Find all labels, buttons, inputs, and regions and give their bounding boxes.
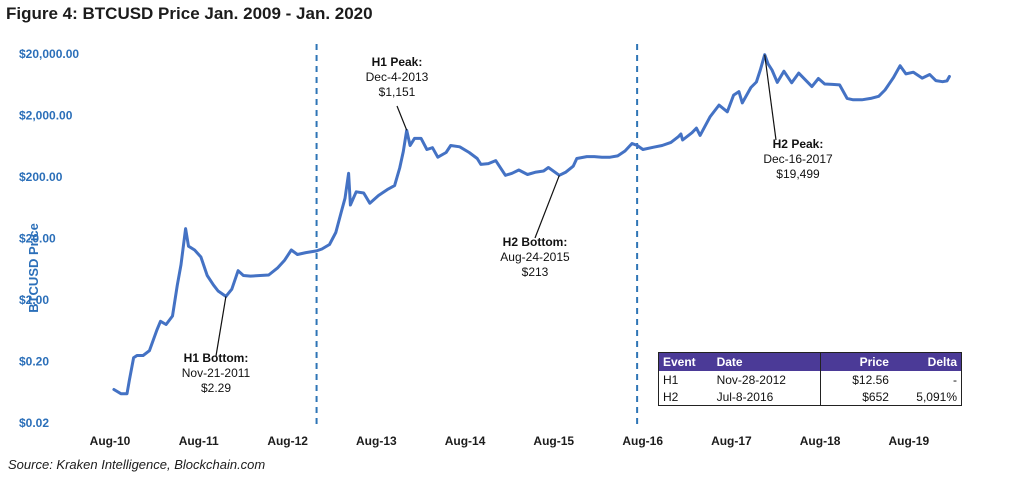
annotation-heading: H1 Bottom: — [184, 351, 249, 365]
y-tick-label: $200.00 — [19, 170, 63, 184]
x-tick-label: Aug-17 — [711, 434, 752, 448]
annotations: H1 Bottom:Nov-21-2011$2.29 H1 Peak:Dec-4-… — [182, 54, 833, 395]
annotation-date: Nov-21-2011 — [182, 366, 251, 380]
annotation-date: Aug-24-2015 — [500, 250, 570, 264]
halving-table: Event Date Price Delta H1 Nov-28-2012 $1… — [658, 352, 962, 406]
table-row: H2 Jul-8-2016 $652 5,091% — [659, 388, 962, 406]
table-cell-delta: - — [953, 372, 957, 387]
x-tick-label: Aug-10 — [90, 434, 131, 448]
y-axis-ticks: $0.02 $0.20 $2.00 $20.00 $200.00 $2,000.00 $20… — [19, 47, 79, 430]
annotation-heading: H2 Bottom: — [503, 235, 568, 249]
table-cell-event: H1 — [663, 372, 679, 387]
x-tick-label: Aug-11 — [179, 434, 219, 448]
annotation-heading: H2 Peak: — [773, 137, 824, 151]
y-tick-label: $2.00 — [19, 293, 49, 307]
annotation-value: $213 — [522, 265, 549, 279]
table-header-row: Event Date Price Delta — [658, 352, 962, 371]
table-cell-delta: 5,091% — [916, 389, 957, 404]
table-cell-event: H2 — [663, 389, 679, 404]
halving-lines — [315, 44, 639, 426]
y-tick-label: $0.02 — [19, 416, 49, 430]
x-tick-label: Aug-13 — [356, 434, 397, 448]
annotation-value: $2.29 — [201, 381, 231, 395]
annotation-value: $19,499 — [776, 167, 820, 181]
annotation-leader — [534, 175, 560, 239]
annotation-date: Dec-4-2013 — [366, 70, 429, 84]
annotation-leader — [215, 296, 227, 357]
y-tick-label: $0.20 — [19, 355, 49, 369]
annotation-heading: H1 Peak: — [372, 55, 423, 69]
x-tick-label: Aug-15 — [533, 434, 574, 448]
x-tick-label: Aug-14 — [445, 434, 486, 448]
y-axis-label: BTCUSD Price — [26, 223, 41, 313]
table-header-date: Date — [712, 352, 821, 371]
table-cell-price: $652 — [862, 389, 889, 404]
x-tick-label: Aug-19 — [888, 434, 929, 448]
annotation-leader — [764, 54, 777, 141]
annotation-leader — [396, 105, 408, 131]
price-line — [112, 53, 951, 396]
annotation-date: Dec-16-2017 — [763, 152, 833, 166]
table-row: H1 Nov-28-2012 $12.56 - — [659, 371, 962, 388]
table-cell-date: Jul-8-2016 — [712, 388, 821, 406]
table-cell-price: $12.56 — [852, 372, 889, 387]
x-tick-label: Aug-18 — [800, 434, 841, 448]
source-note: Source: Kraken Intelligence, Blockchain.… — [8, 457, 266, 472]
y-tick-label: $2,000.00 — [19, 109, 73, 123]
table-header-price: Price — [820, 352, 893, 371]
x-axis-ticks: Aug-10 Aug-11 Aug-12 Aug-13 Aug-14 Aug-15 Aug-… — [90, 434, 930, 448]
y-tick-label: $20.00 — [19, 232, 56, 246]
y-tick-label: $20,000.00 — [19, 47, 79, 61]
table-header-delta: Delta — [892, 352, 962, 371]
table-header-event: Event — [658, 352, 713, 371]
table-cell-date: Nov-28-2012 — [712, 371, 821, 388]
x-tick-label: Aug-16 — [622, 434, 663, 448]
chart-title: Figure 4: BTCUSD Price Jan. 2009 - Jan. … — [6, 4, 373, 23]
x-tick-label: Aug-12 — [267, 434, 308, 448]
annotation-value: $1,151 — [379, 85, 416, 99]
